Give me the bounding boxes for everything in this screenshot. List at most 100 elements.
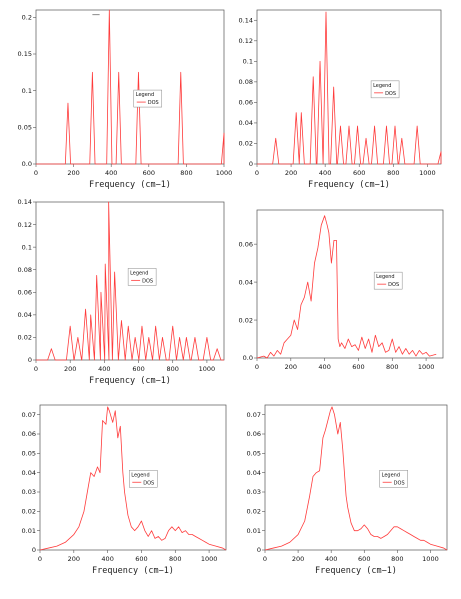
y-tick-label: 0.07 xyxy=(247,411,261,419)
x-axis-label: Frequency (cm−1) xyxy=(89,180,171,190)
y-tick-label: 0.02 xyxy=(22,508,36,516)
legend-title: Legend xyxy=(382,472,400,478)
x-tick-label: 0 xyxy=(34,169,38,177)
y-tick-label: 0.02 xyxy=(239,316,253,324)
x-tick-label: 1000 xyxy=(216,169,233,177)
y-tick-label: 0 xyxy=(257,546,261,554)
dos-plot-5: 0 0.01 0.02 0.03 0.04 0.05 0.06 0.07 0 200 400 600 8… xyxy=(0,398,228,584)
y-tick-label: 0.06 xyxy=(22,430,36,438)
x-tick-label: 400 xyxy=(318,363,330,371)
y-tick-label: 0 xyxy=(32,546,36,554)
x-axis-label: Frequency (cm−1) xyxy=(89,376,171,386)
plot-svg-4: 0.0 0.02 0.04 0.06 0 200 400 600 800 1000 Legend DO… xyxy=(239,209,444,371)
x-tick-label: 400 xyxy=(101,555,113,563)
x-tick-label: 200 xyxy=(292,555,304,563)
x-tick-label: 600 xyxy=(358,555,370,563)
y-tick-label: 0.06 xyxy=(18,288,32,296)
y-tick-label: 0.01 xyxy=(247,527,261,535)
dos-plot-3: 0 0.02 0.04 0.06 0.08 0.1 0.12 0.14 0 200 400 600 80… xyxy=(0,198,228,386)
y-tick-label: 0 xyxy=(28,356,32,364)
y-tick-label: 0.07 xyxy=(22,411,36,419)
y-tick-label: 0.05 xyxy=(247,450,261,458)
plot-frame xyxy=(256,209,444,359)
x-axis-label: Frequency (cm−1) xyxy=(315,566,397,576)
plot-frame xyxy=(35,9,225,165)
plot-frame xyxy=(35,201,225,361)
legend-box xyxy=(133,89,163,108)
top-mark-text: — xyxy=(92,10,100,19)
x-tick-label: 1000 xyxy=(201,555,218,563)
legend: Legend DOS xyxy=(129,470,158,488)
legend: Legend DOS xyxy=(127,268,157,286)
legend-entry: DOS xyxy=(142,278,153,284)
x-tick-label: 400 xyxy=(105,169,117,177)
dos-series-line xyxy=(36,9,225,165)
legend: Legend DOS xyxy=(370,80,400,99)
plot-frame xyxy=(256,9,442,165)
y-tick-label: 0.01 xyxy=(22,527,36,535)
legend: Legend DOS xyxy=(373,271,403,290)
y-tick-label: 0.02 xyxy=(18,334,32,342)
x-tick-label: 600 xyxy=(352,363,364,371)
legend-box xyxy=(370,80,400,99)
x-tick-label: 800 xyxy=(169,555,181,563)
y-tick-label: 0.1 xyxy=(22,87,32,95)
x-tick-label: 400 xyxy=(98,365,110,373)
x-tick-label: 600 xyxy=(353,169,365,177)
y-tick-label: 0.14 xyxy=(239,16,253,24)
y-tick-label: 0.08 xyxy=(18,266,32,274)
y-tick-label: 0.06 xyxy=(239,240,253,248)
x-tick-label: 800 xyxy=(386,363,398,371)
y-tick-label: 0.1 xyxy=(22,243,32,251)
dos-series-line xyxy=(257,11,442,165)
dos-series-line xyxy=(39,406,227,551)
legend-entry: DOS xyxy=(394,480,405,486)
dos-plot-6: 0 0.01 0.02 0.03 0.04 0.05 0.06 0.07 0 200 400 600 8… xyxy=(229,398,461,584)
x-tick-label: 0 xyxy=(255,363,259,371)
y-tick-label: 0.12 xyxy=(239,37,253,45)
legend-title: Legend xyxy=(130,270,148,276)
dos-plot-4: 0.0 0.02 0.04 0.06 0 200 400 600 800 1000 Legend DO… xyxy=(229,200,461,382)
y-tick-label: 0.04 xyxy=(239,278,253,286)
y-tick-label: 0.04 xyxy=(18,311,32,319)
plot-svg-6: 0 0.01 0.02 0.03 0.04 0.05 0.06 0.07 0 200 400 600 8… xyxy=(247,404,448,576)
y-tick-label: 0.1 xyxy=(243,58,253,66)
x-tick-label: 600 xyxy=(143,169,155,177)
x-tick-label: 200 xyxy=(64,365,76,373)
x-tick-label: 1000 xyxy=(418,363,435,371)
y-tick-label: 0.05 xyxy=(22,450,36,458)
y-tick-label: 0.03 xyxy=(247,488,261,496)
x-tick-label: 200 xyxy=(67,169,79,177)
x-tick-label: 800 xyxy=(180,169,192,177)
y-tick-label: 0 xyxy=(249,160,253,168)
top-mark: — xyxy=(92,2,106,19)
y-tick-label: 0.12 xyxy=(18,221,32,229)
x-tick-label: 0 xyxy=(38,555,42,563)
plot-svg-5: 0 0.01 0.02 0.03 0.04 0.05 0.06 0.07 0 200 400 600 8… xyxy=(22,404,227,576)
y-tick-label: 0.02 xyxy=(239,140,253,148)
legend-box xyxy=(129,470,158,488)
plot-svg-3: 0 0.02 0.04 0.06 0.08 0.1 0.12 0.14 0 200 400 600 80… xyxy=(18,198,225,386)
y-tick-label: 0.02 xyxy=(247,508,261,516)
y-tick-label: 0.15 xyxy=(18,50,32,58)
legend-entry: DOS xyxy=(143,480,154,486)
plot-svg-2: 0 0.02 0.04 0.06 0.08 0.1 0.12 0.14 0 200 400 600 80… xyxy=(239,9,442,190)
legend-title: Legend xyxy=(131,472,149,478)
legend-title: Legend xyxy=(136,92,154,98)
y-tick-label: 0.05 xyxy=(18,124,32,132)
y-tick-label: 0.04 xyxy=(247,469,261,477)
x-tick-label: 0 xyxy=(34,365,38,373)
x-tick-label: 800 xyxy=(167,365,179,373)
y-tick-label: 0.06 xyxy=(239,99,253,107)
x-tick-label: 800 xyxy=(391,555,403,563)
plot-frame xyxy=(264,404,448,551)
legend-title: Legend xyxy=(373,83,391,89)
legend: Legend DOS xyxy=(133,89,163,108)
plot-svg-1: 0.0 0.05 0.1 0.15 0.2 0 200 400 600 800 1000 Freque… xyxy=(18,9,232,190)
y-tick-label: 0.14 xyxy=(18,198,32,206)
legend-entry: DOS xyxy=(148,100,159,106)
y-tick-label: 0.0 xyxy=(243,354,253,362)
legend-box xyxy=(127,268,157,286)
legend-title: Legend xyxy=(376,274,394,280)
